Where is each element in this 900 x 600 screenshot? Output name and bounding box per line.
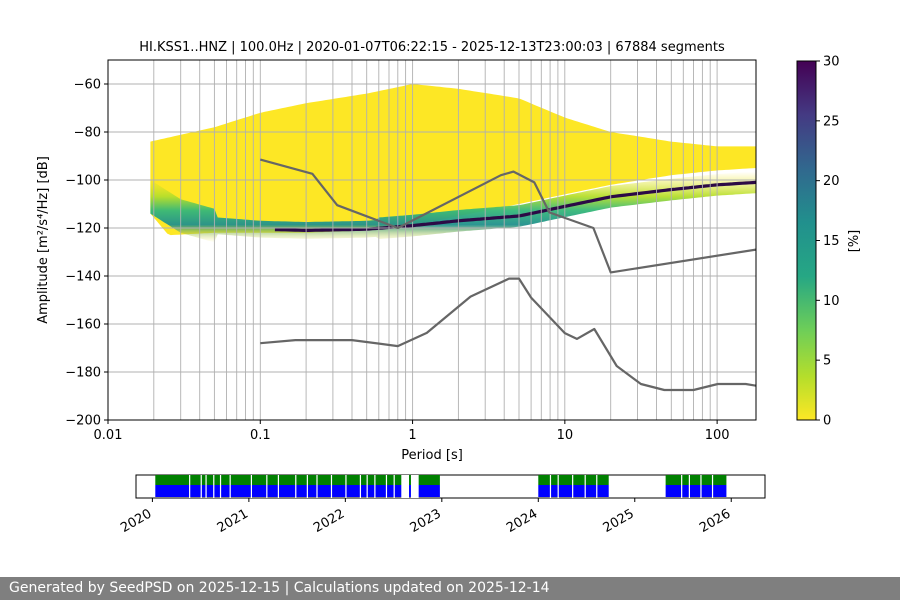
timeline-gap: [229, 475, 231, 498]
timeline-gap: [266, 475, 268, 498]
y-axis-label: Amplitude [m²/s⁴/Hz] [dB]: [36, 156, 51, 324]
x-axis-label: Period [s]: [401, 448, 463, 463]
series-line-nlnm: [260, 277, 756, 392]
x-tick-label: 10: [557, 428, 574, 443]
y-tick-label: −140: [65, 270, 101, 285]
colorbar-tick-label: 10: [823, 294, 840, 309]
x-axis-ticks: 0.01 0.1 1 10 100: [94, 420, 730, 443]
timeline-year-label: 2026: [697, 506, 733, 536]
y-tick-label: −120: [65, 222, 101, 237]
timeline-data-bar: [538, 485, 609, 497]
timeline-coverage: [155, 475, 727, 498]
timeline-processed-bar: [155, 475, 440, 485]
y-tick-label: −100: [65, 174, 101, 189]
timeline-gap: [200, 475, 202, 498]
timeline-gap: [330, 475, 333, 498]
colorbar-tick-label: 30: [823, 55, 840, 70]
timeline-gap: [295, 475, 297, 498]
timeline-processed-bar: [665, 475, 727, 485]
colorbar-label: [%]: [847, 230, 862, 253]
timeline-gap: [393, 475, 395, 498]
colorbar-gradient: [796, 60, 817, 421]
timeline-gap: [410, 475, 419, 498]
colorbar-tick-label: 15: [823, 234, 840, 249]
colorbar-tick-label: 0: [823, 414, 831, 429]
x-tick-label: 0.01: [94, 428, 123, 443]
y-axis-ticks: −60 −80 −100 −120 −140 −160 −180 −200: [65, 78, 108, 429]
timeline-year-ticks: 2020 2021 2022 2023 2024 2025 2026: [118, 498, 733, 536]
x-tick-label: 100: [705, 428, 730, 443]
timeline-gap: [700, 475, 702, 498]
timeline-gap: [213, 475, 215, 498]
timeline-data-bar: [665, 485, 727, 497]
heatmap-body: [150, 84, 756, 236]
chart-title: HI.KSS1..HNZ | 100.0Hz | 2020-01-07T06:2…: [139, 40, 725, 55]
psd-heatmap: [150, 84, 756, 243]
timeline-gap: [557, 475, 559, 498]
plot-frame: [107, 59, 757, 421]
x-tick-label: 1: [408, 428, 416, 443]
timeline-year-label: 2025: [601, 506, 637, 536]
timeline-gap: [596, 475, 598, 498]
timeline-gap: [549, 475, 552, 498]
horizontal-gridlines: [108, 83, 756, 420]
y-tick-label: −80: [74, 126, 101, 141]
timeline-gap: [584, 475, 586, 498]
vertical-gridlines: [153, 60, 718, 420]
timeline-processed-bar: [538, 475, 609, 485]
timeline-gap: [189, 475, 191, 498]
timeline-gap: [681, 475, 683, 498]
timeline-gap: [572, 475, 574, 498]
footer-text: Generated by SeedPSD on 2025-12-15 | Cal…: [9, 580, 550, 596]
timeline-data-bar: [155, 485, 440, 497]
timeline-gap: [359, 475, 362, 498]
timeline-gap: [711, 475, 714, 498]
timeline-gap: [401, 475, 410, 498]
colorbar-ticks: 0 5 10 15 20 25 30: [816, 55, 840, 429]
timeline-year-label: 2022: [311, 506, 347, 536]
timeline-year-label: 2024: [504, 506, 540, 536]
timeline-gap: [219, 475, 222, 498]
timeline-gap: [316, 475, 318, 498]
timeline-gap: [277, 475, 280, 498]
y-tick-label: −60: [74, 78, 101, 93]
timeline-year-label: 2021: [215, 506, 251, 536]
series-line-nhnm: [260, 158, 756, 274]
timeline-gap: [345, 475, 347, 498]
y-tick-label: −200: [65, 414, 101, 429]
footer-bar: Generated by SeedPSD on 2025-12-15 | Cal…: [0, 577, 900, 600]
colorbar-tick-label: 25: [823, 114, 840, 129]
timeline-gap: [306, 475, 308, 498]
psd-figure: HI.KSS1..HNZ | 100.0Hz | 2020-01-07T06:2…: [36, 40, 862, 536]
heatmap-mode-ridge: [274, 180, 756, 232]
timeline-year-label: 2020: [118, 506, 154, 536]
colorbar-tick-label: 20: [823, 174, 840, 189]
timeline-gap: [688, 475, 690, 498]
timeline-gap: [385, 475, 388, 498]
timeline-year-label: 2023: [408, 506, 444, 536]
timeline-gap: [205, 475, 207, 498]
timeline-gap: [374, 475, 376, 498]
y-tick-label: −160: [65, 318, 101, 333]
heatmap-concentration-band: [150, 171, 756, 243]
noise-model-lines: [260, 158, 756, 392]
y-tick-label: −180: [65, 366, 101, 381]
colorbar-tick-label: 5: [823, 354, 831, 369]
x-tick-label: 0.1: [250, 428, 271, 443]
timeline-gap: [250, 475, 253, 498]
timeline-gap: [366, 475, 368, 498]
